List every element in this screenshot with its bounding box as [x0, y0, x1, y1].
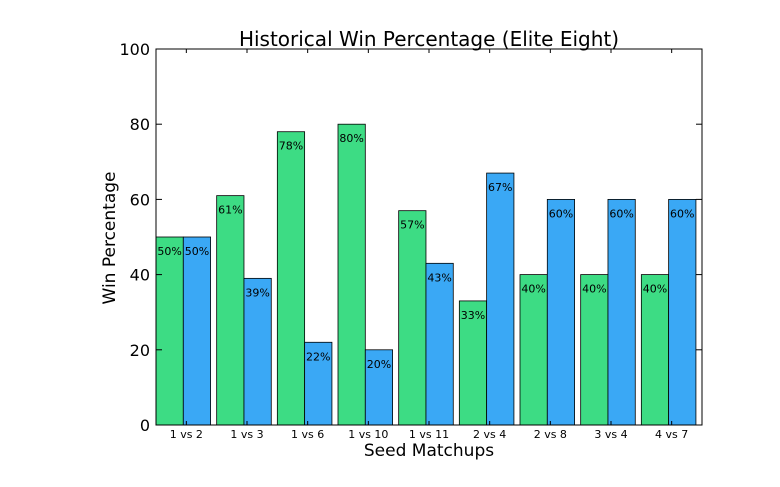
x-tick-label-4: 1 vs 10 — [348, 428, 388, 441]
bar-series2-9 — [668, 198, 697, 426]
data-label-series2-2: 39% — [245, 286, 269, 299]
data-label-series2-3: 22% — [306, 350, 330, 363]
data-label-series2-5: 43% — [427, 271, 451, 284]
bar-series2-1 — [182, 236, 212, 426]
bar-series1-6 — [458, 300, 488, 426]
data-label-series1-3: 78% — [279, 140, 303, 153]
bar-series2-2 — [243, 277, 272, 426]
bar-series1-4 — [337, 123, 366, 426]
x-tick-label-9: 4 vs 7 — [655, 428, 688, 441]
bar-series2-7 — [546, 198, 575, 426]
data-label-series1-5: 57% — [400, 219, 424, 232]
y-tick-label-100: 100 — [119, 40, 150, 59]
y-tick-label-80: 80 — [130, 115, 150, 134]
data-label-series1-8: 40% — [582, 283, 606, 296]
x-tick-label-8: 3 vs 4 — [594, 428, 627, 441]
x-tick-label-6: 2 vs 4 — [473, 428, 506, 441]
data-label-series1-9: 40% — [643, 283, 667, 296]
bar-series2-4 — [364, 349, 393, 426]
data-label-series2-7: 60% — [549, 207, 573, 220]
bar-series1-7 — [519, 274, 548, 426]
y-tick-label-40: 40 — [130, 266, 150, 285]
bar-series1-3 — [276, 131, 306, 426]
bar-series2-3 — [304, 341, 333, 426]
data-label-series2-8: 60% — [609, 207, 633, 220]
bar-series2-6 — [486, 172, 515, 426]
data-label-series1-6: 33% — [461, 309, 485, 322]
bar-series1-5 — [398, 210, 427, 426]
y-tick-label-60: 60 — [130, 190, 150, 209]
x-tick-label-7: 2 vs 8 — [534, 428, 567, 441]
bar-series1-2 — [216, 195, 245, 426]
x-tick-label-1: 1 vs 2 — [170, 428, 203, 441]
y-tick-label-0: 0 — [140, 416, 150, 435]
data-label-series1-1: 50% — [157, 245, 181, 258]
data-label-series1-4: 80% — [339, 132, 363, 145]
bar-series1-8 — [580, 274, 609, 426]
x-axis-label: Seed Matchups — [364, 441, 494, 461]
data-label-series1-2: 61% — [218, 204, 242, 217]
y-tick-label-20: 20 — [130, 341, 150, 360]
data-label-series1-7: 40% — [521, 283, 545, 296]
bar-series2-8 — [607, 198, 636, 426]
data-label-series2-4: 20% — [367, 358, 391, 371]
x-tick-label-5: 1 vs 11 — [409, 428, 449, 441]
bar-series1-9 — [640, 274, 670, 426]
bar-series1-1 — [155, 236, 184, 426]
chart-title: Historical Win Percentage (Elite Eight) — [239, 27, 619, 51]
x-tick-label-2: 1 vs 3 — [230, 428, 263, 441]
x-tick-label-3: 1 vs 6 — [291, 428, 324, 441]
data-label-series2-6: 67% — [488, 181, 512, 194]
plot-frame — [155, 48, 703, 426]
data-label-series2-9: 60% — [670, 207, 694, 220]
bar-series2-5 — [425, 262, 454, 426]
y-axis-label: Win Percentage — [100, 172, 120, 305]
data-label-series2-1: 50% — [185, 245, 209, 258]
